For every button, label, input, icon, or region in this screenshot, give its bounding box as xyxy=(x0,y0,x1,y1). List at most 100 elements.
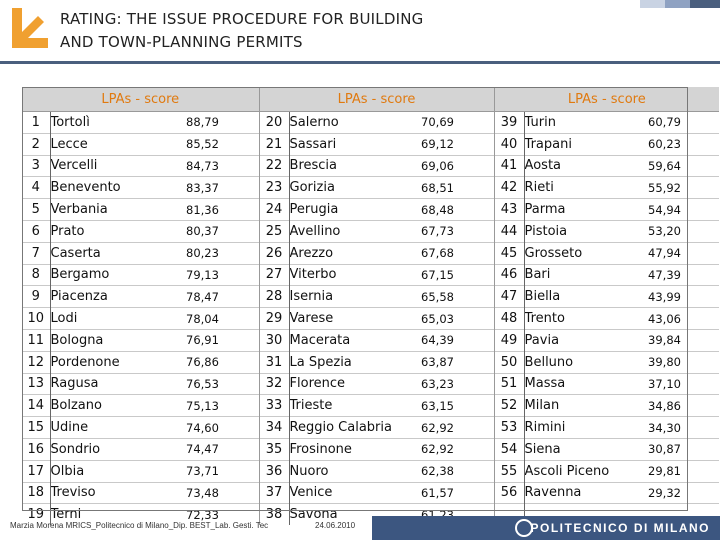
rank-cell: 42 xyxy=(494,176,525,199)
rank-cell: 29 xyxy=(259,307,290,330)
score-cell: 85,52 xyxy=(186,132,260,156)
city-cell: Bolzano xyxy=(49,394,186,417)
city-cell: Bari xyxy=(523,263,649,286)
score-cell: 39,84 xyxy=(648,328,720,352)
rank-cell: 50 xyxy=(494,350,525,374)
footer-brand-bar: POLITECNICO DI MILANO xyxy=(372,516,720,540)
score-cell: 80,23 xyxy=(186,241,260,265)
score-cell: 67,68 xyxy=(421,241,495,265)
score-cell: 68,48 xyxy=(421,198,495,221)
city-cell: Brescia xyxy=(288,154,422,177)
city-cell: Pordenone xyxy=(49,350,186,374)
rank-cell: 48 xyxy=(494,307,525,330)
table-row: 18 Treviso 73,48 37 Venice 61,57 56 Ravenna 29,3… xyxy=(22,481,720,504)
rank-cell: 41 xyxy=(494,154,525,177)
rank-cell: 10 xyxy=(22,307,50,330)
city-cell: Lecce xyxy=(49,132,186,156)
rank-cell: 5 xyxy=(22,198,50,221)
score-cell: 29,81 xyxy=(648,459,720,483)
title-divider xyxy=(0,61,720,64)
rank-cell: 56 xyxy=(494,481,525,504)
table-row: 4 Benevento 83,37 23 Gorizia 68,51 42 Rieti 55,9… xyxy=(22,176,720,199)
score-cell: 34,30 xyxy=(648,416,720,439)
score-cell: 65,58 xyxy=(421,285,495,308)
table-header-row: LPAs - score LPAs - score LPAs - score xyxy=(22,87,720,112)
rank-cell: 33 xyxy=(259,394,290,417)
score-cell: 29,32 xyxy=(648,481,720,504)
score-cell: 63,15 xyxy=(421,394,495,417)
score-cell: 83,37 xyxy=(186,176,260,199)
rank-cell: 37 xyxy=(259,481,290,504)
table-row: 11 Bologna 76,91 30 Macerata 64,39 49 Pavia 39,8… xyxy=(22,328,720,352)
table-row: 3 Vercelli 84,73 22 Brescia 69,06 41 Aosta 59,64 xyxy=(22,154,720,177)
score-cell: 73,48 xyxy=(186,481,260,504)
city-cell: Viterbo xyxy=(288,263,422,286)
city-cell: Nuoro xyxy=(288,459,422,483)
table-row: 8 Bergamo 79,13 27 Viterbo 67,15 46 Bari 47,39 xyxy=(22,263,720,286)
table-row: 9 Piacenza 78,47 28 Isernia 65,58 47 Biella 43,9… xyxy=(22,285,720,308)
rank-cell: 27 xyxy=(259,263,290,286)
city-cell: Olbia xyxy=(49,459,186,483)
slide-title: RATING: THE ISSUE PROCEDURE FOR BUILDING… xyxy=(60,8,423,54)
city-cell: Ravenna xyxy=(523,481,649,504)
institution-name: POLITECNICO DI MILANO xyxy=(530,521,710,535)
city-cell: Salerno xyxy=(288,111,422,134)
score-cell: 60,23 xyxy=(648,132,720,156)
rank-cell: 34 xyxy=(259,416,290,439)
city-cell: Turin xyxy=(523,111,649,134)
score-cell: 78,47 xyxy=(186,285,260,308)
rank-cell: 28 xyxy=(259,285,290,308)
city-cell: Parma xyxy=(523,198,649,221)
table-row: 16 Sondrio 74,47 35 Frosinone 62,92 54 Siena 30,… xyxy=(22,437,720,461)
score-cell: 80,37 xyxy=(186,219,260,243)
rank-cell: 18 xyxy=(22,481,50,504)
score-cell: 62,38 xyxy=(421,459,495,483)
rank-cell: 23 xyxy=(259,176,290,199)
city-cell: Ragusa xyxy=(49,372,186,395)
city-cell: Treviso xyxy=(49,481,186,504)
city-cell: Trento xyxy=(523,307,649,330)
table-row: 17 Olbia 73,71 36 Nuoro 62,38 55 Ascoli Piceno 2… xyxy=(22,459,720,483)
title-line-1: RATING: THE ISSUE PROCEDURE FOR BUILDING xyxy=(60,10,424,28)
rank-cell: 20 xyxy=(259,111,290,134)
city-cell: Florence xyxy=(288,372,422,395)
city-cell: La Spezia xyxy=(288,350,422,374)
city-cell: Tortolì xyxy=(49,111,186,134)
score-cell: 64,39 xyxy=(421,328,495,352)
city-cell: Sassari xyxy=(288,132,422,156)
rank-cell: 30 xyxy=(259,328,290,352)
score-cell: 67,73 xyxy=(421,219,495,243)
score-cell: 53,20 xyxy=(648,219,720,243)
city-cell: Sondrio xyxy=(49,437,186,461)
rank-cell: 11 xyxy=(22,328,50,352)
rank-cell: 43 xyxy=(494,198,525,221)
city-cell: Gorizia xyxy=(288,176,422,199)
score-cell: 61,57 xyxy=(421,481,495,504)
table-row: 10 Lodi 78,04 29 Varese 65,03 48 Trento 43,06 xyxy=(22,307,720,330)
rank-cell: 8 xyxy=(22,263,50,286)
column-header-label: LPAs - score xyxy=(567,91,646,107)
city-cell: Milan xyxy=(523,394,649,417)
city-cell: Pistoia xyxy=(523,219,649,243)
rank-cell: 36 xyxy=(259,459,290,483)
score-cell: 67,15 xyxy=(421,263,495,286)
city-cell: Arezzo xyxy=(288,241,422,265)
logo-arrow-icon xyxy=(12,8,48,48)
score-cell: 72,33 xyxy=(186,503,260,526)
rank-cell: 7 xyxy=(22,241,50,265)
rank-cell: 14 xyxy=(22,394,50,417)
score-cell: 47,39 xyxy=(648,263,720,286)
score-cell: 68,51 xyxy=(421,176,495,199)
table-row: 6 Prato 80,37 25 Avellino 67,73 44 Pistoia 53,20 xyxy=(22,219,720,243)
rank-cell: 15 xyxy=(22,416,50,439)
city-cell: Belluno xyxy=(523,350,649,374)
rank-cell: 32 xyxy=(259,372,290,395)
city-cell: Biella xyxy=(523,285,649,308)
rank-cell: 31 xyxy=(259,350,290,374)
rank-cell: 22 xyxy=(259,154,290,177)
city-cell: Siena xyxy=(523,437,649,461)
city-cell: Udine xyxy=(49,416,186,439)
city-cell: Grosseto xyxy=(523,241,649,265)
table-row: 15 Udine 74,60 34 Reggio Calabria 62,92 53 Rimi… xyxy=(22,416,720,439)
score-cell: 55,92 xyxy=(648,176,720,199)
